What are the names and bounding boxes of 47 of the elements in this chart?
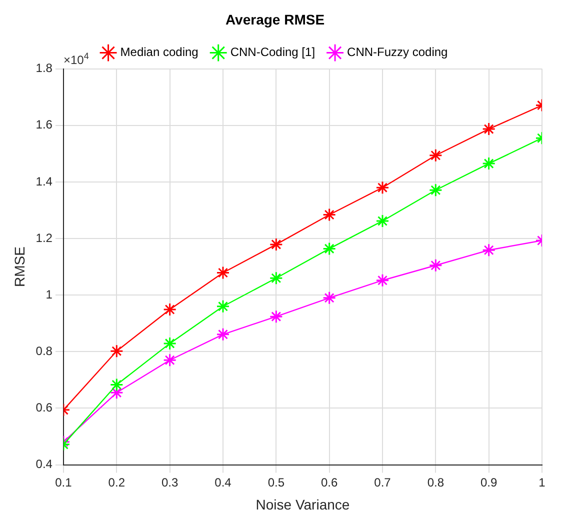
point <box>269 238 283 252</box>
y-tick-label: 1.2 <box>36 230 53 245</box>
point <box>376 214 390 228</box>
point <box>216 300 230 314</box>
y-tick-label: 0.8 <box>36 344 53 358</box>
x-tick-label: 0.2 <box>108 475 126 490</box>
point <box>110 344 124 358</box>
point <box>376 274 390 288</box>
point <box>482 122 496 136</box>
x-tick-label: 0.8 <box>427 475 444 490</box>
point <box>482 243 496 257</box>
legend-label: Median coding <box>120 45 198 60</box>
y-tick-label: 1.6 <box>36 118 53 132</box>
y-tick-label: 0.6 <box>36 400 53 415</box>
point <box>269 310 283 324</box>
point <box>322 291 336 305</box>
legend-label: CNN-Fuzzy coding <box>347 45 448 60</box>
point <box>428 148 442 162</box>
x-tick-label: 0.3 <box>161 475 178 490</box>
x-tick-label: 0.6 <box>320 475 338 490</box>
legend-label: CNN-Coding [1] <box>230 45 316 60</box>
y-tick-label: 1.4 <box>36 174 53 188</box>
y-tick-label: 1 <box>46 287 53 302</box>
point <box>110 378 124 392</box>
x-tick-label: 1 <box>538 475 546 490</box>
point <box>428 183 442 197</box>
point <box>216 328 230 342</box>
y-axis-title: RMSE <box>11 246 28 288</box>
point <box>482 156 496 170</box>
x-tick-label: 0.7 <box>374 475 392 490</box>
point <box>322 208 336 222</box>
point <box>163 353 177 367</box>
x-tick-label: 0.1 <box>55 475 72 490</box>
point <box>322 242 336 256</box>
point <box>376 180 390 194</box>
x-tick-label: 0.4 <box>214 475 232 490</box>
point <box>216 266 230 280</box>
chart-title: Average RMSE <box>225 11 325 28</box>
point <box>163 302 177 316</box>
x-tick-label: 0.9 <box>480 475 498 490</box>
point <box>428 258 442 272</box>
x-axis-title: Noise Variance <box>256 496 350 512</box>
y-tick-label: 1.8 <box>36 61 53 76</box>
point <box>163 336 177 350</box>
x-tick-label: 0.5 <box>268 475 285 490</box>
point <box>269 271 283 285</box>
y-tick-label: 0.4 <box>36 457 53 472</box>
